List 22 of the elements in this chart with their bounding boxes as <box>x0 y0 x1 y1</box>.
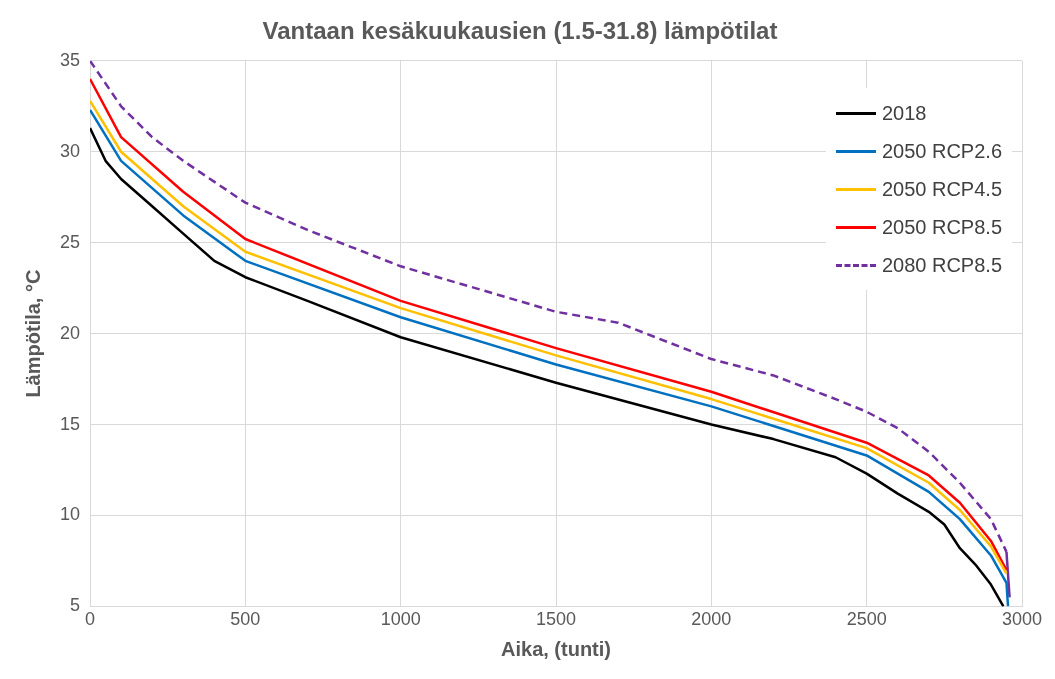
legend-label: 2018 <box>881 101 927 125</box>
y-tick-label: 15 <box>59 413 81 434</box>
y-tick-label: 35 <box>59 49 81 70</box>
x-tick-label: 1000 <box>380 609 421 630</box>
y-tick-label: 20 <box>59 322 81 343</box>
x-tick-label: 2500 <box>846 609 887 630</box>
chart-title: Vantaan kesäkuukausien (1.5-31.8) lämpötilat <box>262 17 778 45</box>
legend-label: 2050 RCP4.5 <box>881 177 1002 201</box>
y-tick-label: 10 <box>59 504 81 525</box>
x-tick-label: 2000 <box>691 609 732 630</box>
x-tick-label: 500 <box>230 609 261 630</box>
x-axis-title: Aika, (tunti) <box>501 637 612 660</box>
legend-label: 2050 RCP2.6 <box>881 139 1002 163</box>
y-tick-label: 5 <box>70 595 81 616</box>
x-tick-label: 1500 <box>535 609 577 630</box>
x-tick-label: 0 <box>85 609 96 630</box>
legend-label: 2080 RCP8.5 <box>881 253 1002 277</box>
y-tick-label: 25 <box>59 231 81 252</box>
y-axis-title: Lämpötila, °C <box>21 269 44 398</box>
legend-label: 2050 RCP8.5 <box>881 215 1002 239</box>
y-tick-label: 30 <box>59 140 81 161</box>
x-tick-label: 3000 <box>1001 609 1043 630</box>
